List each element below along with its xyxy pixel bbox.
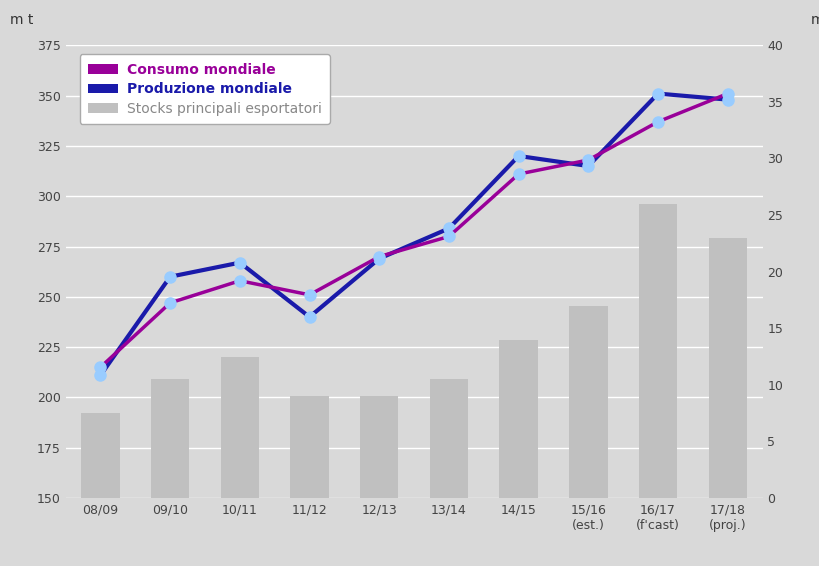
Text: m t: m t (10, 13, 34, 27)
Bar (220, 357, 259, 498)
Legend: Consumo mondiale, Produzione mondiale, Stocks principali esportatori: Consumo mondiale, Produzione mondiale, S… (79, 54, 329, 125)
Bar (708, 238, 746, 498)
Bar (290, 396, 328, 498)
Bar (360, 396, 398, 498)
Bar (81, 413, 120, 498)
Bar (429, 379, 468, 498)
Bar (638, 204, 676, 498)
Text: m t: m t (811, 13, 819, 27)
Bar (568, 306, 607, 498)
Bar (151, 379, 189, 498)
Bar (499, 340, 537, 498)
